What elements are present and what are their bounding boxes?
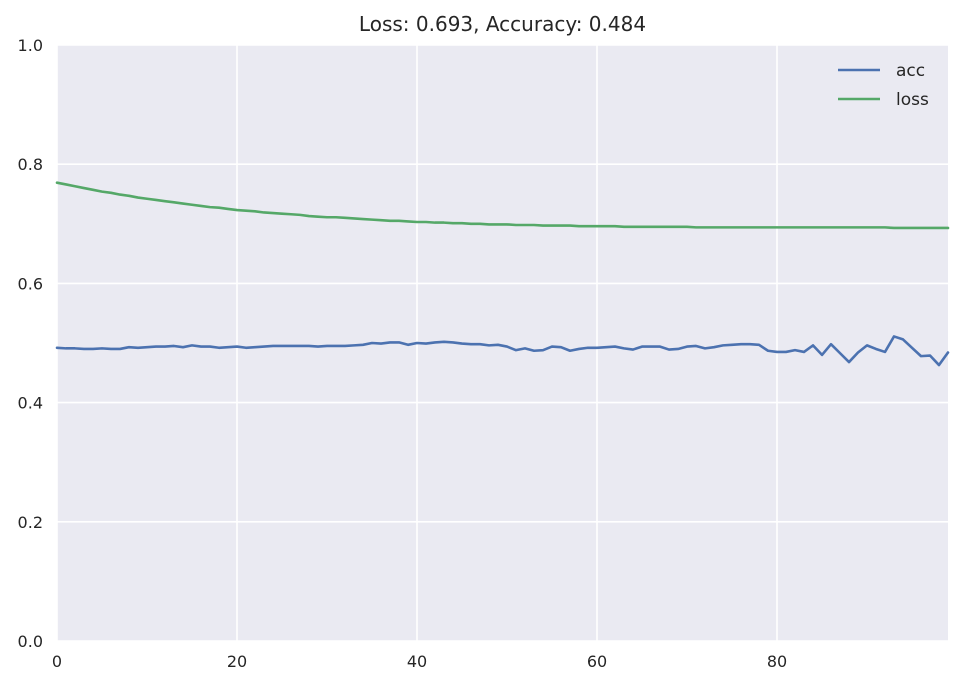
series-line-loss (55, 181, 950, 230)
y-tick-label: 0.2 (18, 513, 43, 532)
y-tick-label: 0.0 (18, 632, 43, 651)
y-tick-label: 0.4 (18, 394, 43, 413)
legend-label-loss: loss (896, 90, 929, 110)
x-tick-label: 20 (227, 652, 247, 671)
series-line-acc (55, 335, 950, 367)
y-tick-label: 0.6 (18, 274, 43, 293)
x-tick-label: 40 (407, 652, 427, 671)
y-tick-label: 0.8 (18, 155, 43, 174)
chart-title: Loss: 0.693, Accuracy: 0.484 (359, 12, 646, 36)
series-lines (55, 181, 950, 367)
y-tick-label: 1.0 (18, 36, 43, 55)
plot-area (57, 45, 948, 641)
x-tick-label: 60 (587, 652, 607, 671)
x-tick-label: 0 (52, 652, 62, 671)
x-tick-label: 80 (767, 652, 787, 671)
legend: acc loss (838, 61, 929, 110)
legend-label-acc: acc (896, 61, 925, 81)
tick-labels: 0.0 0.2 0.4 0.6 0.8 1.0 0 20 40 60 80 (18, 36, 788, 671)
